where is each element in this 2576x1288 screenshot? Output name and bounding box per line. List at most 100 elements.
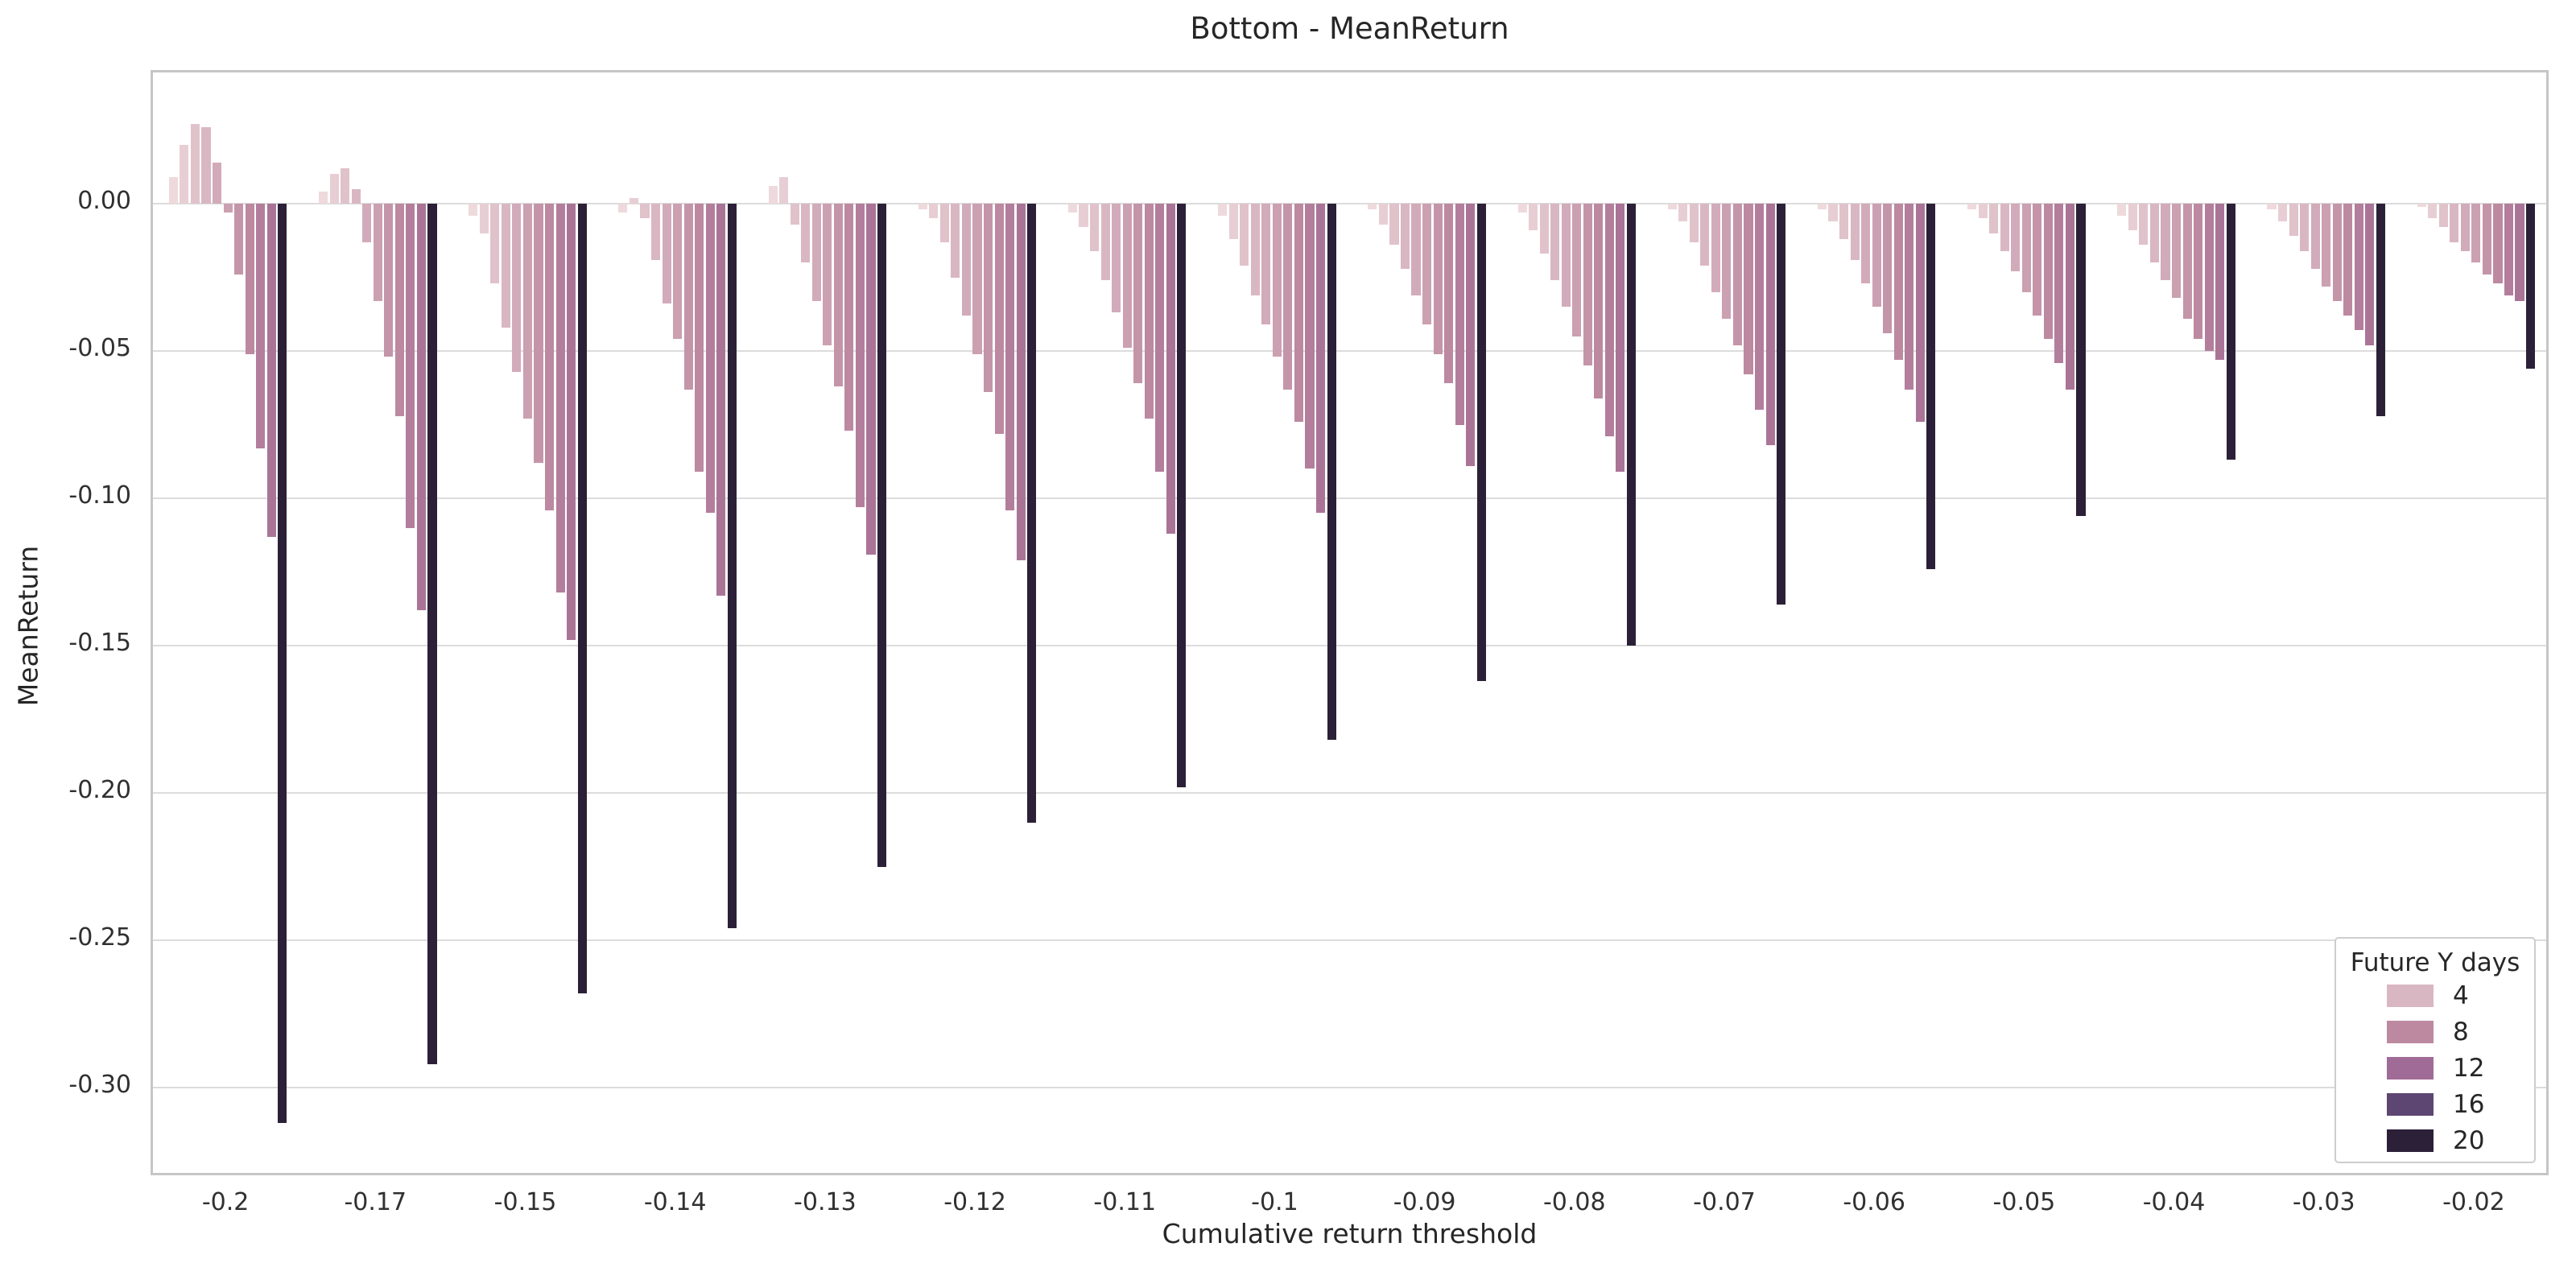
bar-day10-cat-0.17: [416, 204, 426, 611]
bar-day2-cat-0.04: [2128, 204, 2137, 230]
x-tick-label: -0.03: [2292, 1188, 2355, 1216]
bar-day3-cat-0.1: [1240, 204, 1249, 266]
bar-day3-cat-0.09: [1389, 204, 1399, 246]
legend-entry-8: 8: [2336, 1013, 2534, 1050]
bar-day6-cat-0.15: [522, 204, 532, 419]
bar-day2-cat-0.15: [479, 204, 489, 233]
bar-day1-cat-0.2: [168, 177, 178, 204]
bar-day1-cat-0.15: [469, 204, 478, 216]
bar-day5-cat-0.08: [1561, 204, 1571, 308]
bar-day6-cat-0.08: [1572, 204, 1582, 336]
legend-entry-12: 12: [2336, 1050, 2534, 1086]
bar-day9-cat-0.04: [2204, 204, 2214, 351]
bar-day4-cat-0.15: [501, 204, 510, 328]
bar-day8-cat-0.13: [844, 204, 854, 431]
bar-day20-cat-0.03: [2376, 204, 2385, 416]
bar-day9-cat-0.1: [1305, 204, 1315, 469]
bar-day2-cat-0.07: [1678, 204, 1688, 221]
bar-day5-cat-0.07: [1711, 204, 1720, 292]
bar-day2-cat-0.17: [329, 174, 339, 204]
bar-day5-cat-0.09: [1411, 204, 1421, 295]
bar-day7-cat-0.13: [833, 204, 843, 386]
bar-day4-cat-0.12: [951, 204, 960, 278]
bar-day6-cat-0.09: [1422, 204, 1432, 325]
x-tick-label: -0.13: [794, 1188, 857, 1216]
legend-label: 4: [2453, 981, 2469, 1010]
bar-day8-cat-0.15: [544, 204, 555, 510]
bar-day2-cat-0.08: [1529, 204, 1538, 230]
bar-day2-cat-0.09: [1378, 204, 1388, 225]
bar-day6-cat-0.2: [223, 204, 233, 213]
bar-day3-cat-0.05: [1989, 204, 1999, 233]
bar-day4-cat-0.2: [201, 126, 211, 204]
bar-day7-cat-0.06: [1883, 204, 1893, 333]
bar-day8-cat-0.14: [695, 204, 704, 473]
bar-day10-cat-0.15: [567, 204, 576, 640]
bar-day1-cat-0.04: [2117, 204, 2127, 216]
bar-day20-cat-0.04: [2226, 204, 2235, 460]
bar-day6-cat-0.06: [1872, 204, 1881, 308]
bar-day9-cat-0.09: [1455, 204, 1464, 425]
bar-day10-cat-0.2: [266, 204, 276, 537]
bar-day3-cat-0.17: [341, 168, 350, 204]
bar-day5-cat-0.17: [362, 204, 372, 242]
bar-day2-cat-0.13: [779, 177, 789, 204]
bar-day8-cat-0.07: [1744, 204, 1753, 375]
bar-day9-cat-0.02: [2504, 204, 2514, 295]
bar-day7-cat-0.05: [2033, 204, 2042, 316]
bar-day8-cat-0.06: [1893, 204, 1903, 360]
bar-day2-cat-0.11: [1079, 204, 1088, 228]
y-tick-label: -0.05: [68, 334, 131, 362]
legend: Future Y days 4 8 12 16 20: [2334, 937, 2536, 1163]
bar-day7-cat-0.09: [1433, 204, 1443, 354]
bar-day6-cat-0.12: [972, 204, 982, 354]
gridline: [153, 497, 2546, 499]
bar-day6-cat-0.14: [673, 204, 683, 340]
bar-day9-cat-0.11: [1155, 204, 1165, 473]
gridline: [153, 203, 2546, 204]
bar-day6-cat-0.17: [373, 204, 382, 301]
bar-day9-cat-0.05: [2054, 204, 2064, 363]
bar-day4-cat-0.06: [1850, 204, 1860, 260]
bar-day1-cat-0.02: [2417, 204, 2426, 207]
bar-day5-cat-0.04: [2161, 204, 2170, 281]
bar-day10-cat-0.06: [1915, 204, 1925, 422]
bar-day7-cat-0.1: [1283, 204, 1293, 390]
bar-day7-cat-0.17: [384, 204, 394, 357]
bar-day9-cat-0.2: [256, 204, 266, 448]
bar-day10-cat-0.13: [866, 204, 876, 555]
bar-day8-cat-0.2: [245, 204, 254, 354]
bar-day3-cat-0.07: [1689, 204, 1699, 242]
bar-day3-cat-0.08: [1539, 204, 1549, 254]
bar-day2-cat-0.2: [180, 144, 189, 204]
bar-day6-cat-0.05: [2021, 204, 2031, 292]
bar-day1-cat-0.09: [1368, 204, 1377, 210]
bar-day20-cat-0.05: [2076, 204, 2086, 516]
bar-day6-cat-0.11: [1122, 204, 1132, 349]
gridline: [153, 939, 2546, 941]
bar-day20-cat-0.02: [2526, 204, 2536, 369]
bar-day5-cat-0.11: [1112, 204, 1121, 313]
bar-day5-cat-0.06: [1861, 204, 1871, 283]
bar-day4-cat-0.07: [1700, 204, 1710, 266]
bar-day1-cat-0.03: [2267, 204, 2277, 210]
x-tick-label: -0.2: [201, 1188, 250, 1216]
bar-day6-cat-0.07: [1722, 204, 1732, 319]
bar-day7-cat-0.02: [2482, 204, 2491, 275]
bar-day20-cat-0.2: [278, 204, 287, 1123]
bar-day9-cat-0.14: [705, 204, 715, 514]
bar-day20-cat-0.1: [1327, 204, 1336, 741]
chart-title: Bottom - MeanReturn: [1190, 11, 1509, 46]
x-axis-label: Cumulative return threshold: [1162, 1218, 1538, 1249]
bar-day20-cat-0.11: [1177, 204, 1187, 787]
bar-day20-cat-0.12: [1027, 204, 1037, 823]
legend-swatch: [2387, 1057, 2434, 1080]
legend-entry-16: 16: [2336, 1086, 2534, 1122]
bar-day5-cat-0.12: [961, 204, 972, 316]
legend-entry-4: 4: [2336, 977, 2534, 1013]
gridline: [153, 792, 2546, 794]
bar-day8-cat-0.04: [2194, 204, 2203, 340]
y-tick-label: -0.20: [68, 776, 131, 804]
y-tick-label: -0.15: [68, 629, 131, 657]
bar-day4-cat-0.11: [1100, 204, 1110, 281]
